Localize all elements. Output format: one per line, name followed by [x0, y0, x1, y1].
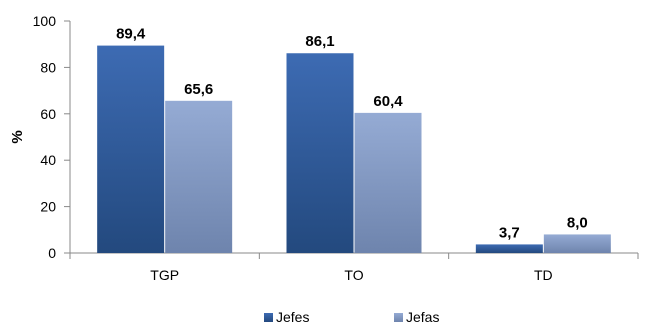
- legend: Jefes Jefas: [264, 309, 439, 325]
- bars: [97, 45, 611, 254]
- axes: [69, 21, 639, 259]
- y-axis-label: %: [9, 130, 26, 143]
- legend-label-jefas: Jefas: [406, 309, 439, 325]
- y-tick-label: 80: [40, 59, 56, 75]
- bar-jefes-td: [475, 244, 543, 253]
- bar-jefes-tgp: [97, 45, 165, 254]
- category-label: TO: [344, 267, 363, 283]
- legend-swatch-jefas: [394, 313, 403, 322]
- y-tick-label: 60: [40, 106, 56, 122]
- category-labels: TGP TO TD: [150, 267, 552, 283]
- data-label-jefas-to: 60,4: [373, 93, 403, 110]
- y-tick-label: 100: [33, 13, 57, 29]
- bar-jefas-to: [354, 112, 422, 253]
- bar-jefas-tgp: [165, 100, 233, 253]
- category-label: TGP: [150, 267, 179, 283]
- y-tick-label: 40: [40, 152, 56, 168]
- legend-label-jefes: Jefes: [276, 309, 309, 325]
- y-tick-label: 0: [48, 245, 56, 261]
- category-label: TD: [534, 267, 553, 283]
- data-labels: 89,4 65,6 86,1 60,4 3,7 8,0: [116, 26, 588, 242]
- data-label-jefes-tgp: 89,4: [116, 26, 146, 43]
- y-tick-label: 20: [40, 199, 56, 215]
- data-label-jefas-tgp: 65,6: [184, 81, 213, 98]
- y-ticks: 0 20 40 60 80 100: [33, 13, 70, 261]
- data-label-jefas-td: 8,0: [567, 214, 588, 231]
- bar-jefas-td: [543, 234, 611, 253]
- data-label-jefes-td: 3,7: [499, 224, 520, 241]
- bar-jefes-to: [286, 53, 354, 253]
- data-label-jefes-to: 86,1: [305, 33, 334, 50]
- legend-swatch-jefes: [264, 313, 273, 322]
